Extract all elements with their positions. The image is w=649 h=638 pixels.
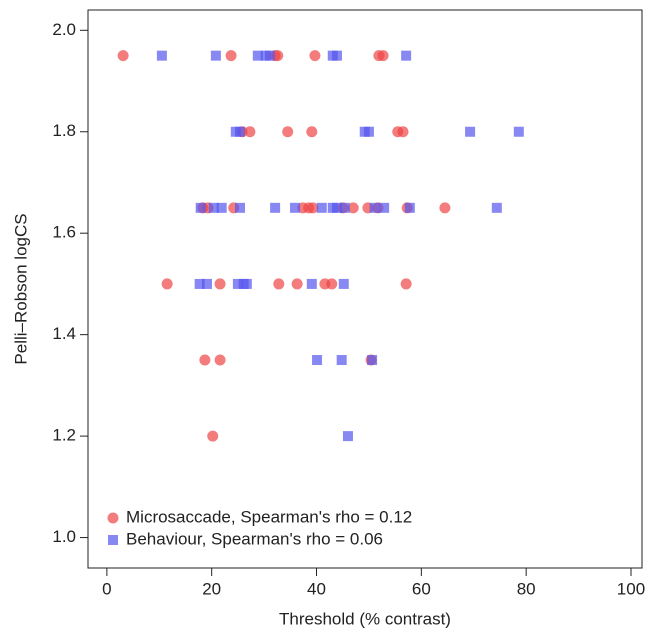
circle-point: [397, 126, 409, 138]
circle-point: [400, 278, 412, 290]
square-point: [290, 202, 301, 213]
x-axis-label: Threshold (% contrast): [279, 609, 451, 628]
y-axis-label: Pelli–Robson logCS: [11, 213, 30, 364]
x-tick-label: 80: [517, 579, 536, 598]
y-tick-label: 1.2: [52, 426, 76, 445]
square-point: [331, 202, 342, 213]
y-tick-label: 1.0: [52, 527, 76, 546]
square-point: [379, 202, 390, 213]
square-point: [491, 202, 502, 213]
legend-marker: [107, 512, 119, 524]
square-point: [336, 355, 347, 366]
x-tick-label: 100: [617, 579, 645, 598]
square-point: [316, 202, 327, 213]
circle-point: [273, 278, 285, 290]
circle-point: [291, 278, 303, 290]
square-point: [306, 278, 317, 289]
circle-point: [225, 50, 237, 62]
y-tick-label: 1.8: [52, 121, 76, 140]
circle-point: [207, 430, 219, 442]
circle-point: [199, 354, 211, 366]
legend-label: Microsaccade, Spearman's rho = 0.12: [126, 507, 412, 526]
circle-point: [117, 50, 129, 62]
circle-point: [439, 202, 451, 214]
square-point: [208, 202, 219, 213]
circle-point: [214, 278, 226, 290]
square-point: [252, 50, 263, 61]
x-tick-label: 20: [202, 579, 221, 598]
square-point: [156, 50, 167, 61]
square-point: [404, 202, 415, 213]
circle-point: [307, 202, 319, 214]
square-point: [331, 50, 342, 61]
x-tick-label: 60: [412, 579, 431, 598]
circle-point: [214, 354, 226, 366]
circle-point: [306, 126, 318, 138]
square-point: [232, 278, 243, 289]
circle-point: [377, 50, 389, 62]
square-point: [270, 202, 281, 213]
square-point: [465, 126, 476, 137]
x-tick-label: 40: [307, 579, 326, 598]
square-point: [234, 126, 245, 137]
circle-point: [244, 126, 256, 138]
x-tick-label: 0: [102, 579, 111, 598]
square-point: [201, 278, 212, 289]
square-point: [367, 355, 378, 366]
y-tick-label: 1.6: [52, 223, 76, 242]
plot-frame: [87, 9, 643, 569]
circle-point: [272, 50, 284, 62]
square-point: [194, 278, 205, 289]
square-point: [338, 278, 349, 289]
circle-point: [161, 278, 173, 290]
square-point: [210, 50, 221, 61]
y-tick-label: 2.0: [52, 20, 76, 39]
square-point: [216, 202, 227, 213]
square-point: [401, 50, 412, 61]
square-point: [195, 202, 206, 213]
square-point: [342, 431, 353, 442]
square-point: [339, 202, 350, 213]
circle-point: [282, 126, 294, 138]
legend-label: Behaviour, Spearman's rho = 0.06: [126, 529, 383, 548]
circle-point: [347, 202, 359, 214]
square-point: [312, 355, 323, 366]
legend-marker: [108, 535, 118, 545]
square-point: [241, 278, 252, 289]
y-tick-label: 1.4: [52, 324, 76, 343]
square-point: [369, 202, 380, 213]
square-point: [513, 126, 524, 137]
square-point: [264, 50, 275, 61]
square-point: [234, 202, 245, 213]
circle-point: [309, 50, 321, 62]
square-point: [363, 126, 374, 137]
circle-point: [326, 278, 338, 290]
